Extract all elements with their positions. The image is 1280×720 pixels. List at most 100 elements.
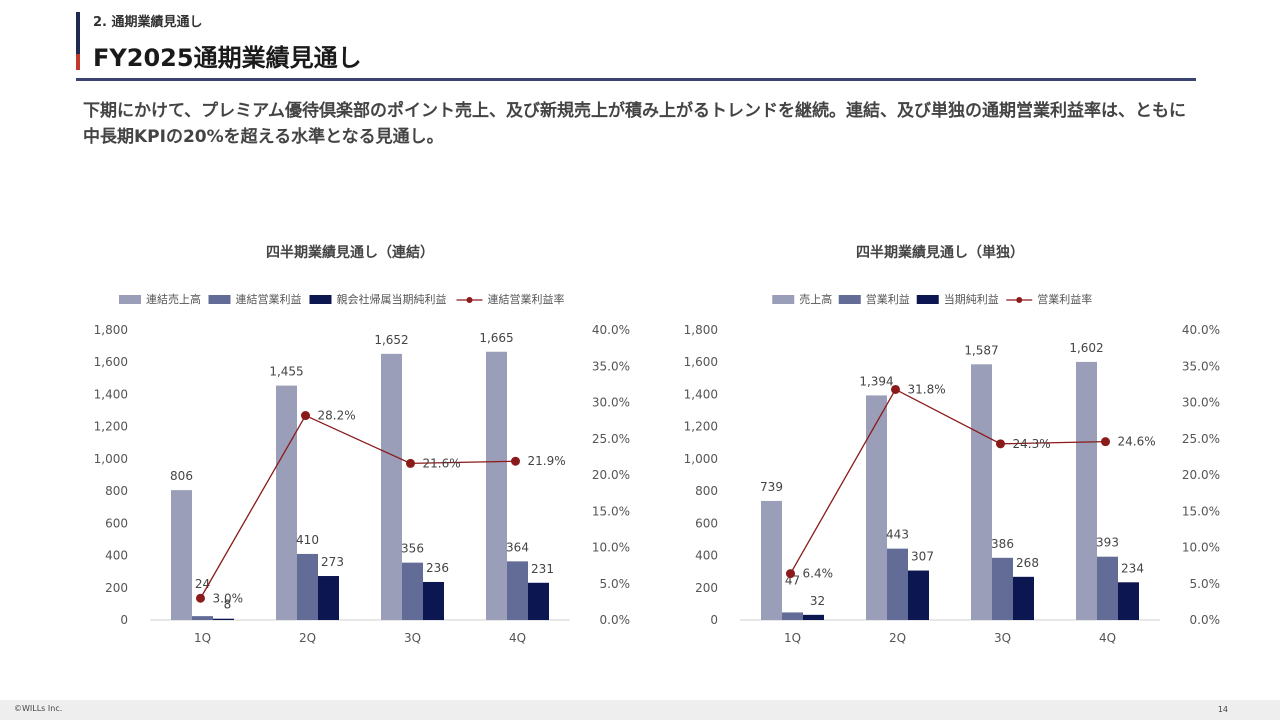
margin-data-label: 28.2% bbox=[318, 409, 356, 423]
bar-3-4Q bbox=[528, 582, 549, 620]
legend-line-marker bbox=[466, 297, 473, 303]
bar-data-label: 443 bbox=[886, 528, 909, 542]
margin-line bbox=[199, 414, 516, 599]
bar-data-label: 231 bbox=[531, 562, 554, 576]
bar-3-3Q bbox=[1013, 576, 1034, 620]
bar-data-label: 806 bbox=[170, 469, 193, 483]
chart-title: 四半期業績見通し（連結） bbox=[266, 244, 434, 261]
title-divider bbox=[76, 78, 1196, 81]
bar-2-2Q bbox=[297, 553, 318, 620]
legend-label-3: 当期純利益 bbox=[944, 292, 999, 306]
margin-point-1Q bbox=[196, 593, 205, 603]
lead-text: 下期にかけて、プレミアム優待倶楽部のポイント売上、及び新規売上が積み上がるトレン… bbox=[83, 101, 1186, 147]
margin-data-label: 24.6% bbox=[1118, 435, 1156, 449]
y2-axis-tick-label: 35.0% bbox=[1182, 359, 1220, 373]
bar-data-label: 8 bbox=[224, 598, 232, 612]
bar-data-label: 234 bbox=[1121, 561, 1144, 575]
y2-axis-tick-label: 20.0% bbox=[1182, 468, 1220, 482]
y-axis-tick-label: 1,400 bbox=[94, 387, 128, 401]
y2-axis-tick-label: 10.0% bbox=[1182, 541, 1220, 555]
bar-data-label: 32 bbox=[810, 594, 825, 608]
x-axis-tick-label: 3Q bbox=[404, 631, 421, 645]
bar-data-label: 268 bbox=[1016, 556, 1039, 570]
bar-1-1Q bbox=[171, 490, 192, 620]
bar-data-label: 1,602 bbox=[1069, 341, 1103, 355]
y-axis-tick-label: 800 bbox=[695, 484, 718, 498]
bar-data-label: 356 bbox=[401, 542, 424, 556]
bar-2-4Q bbox=[507, 561, 528, 620]
margin-point-3Q bbox=[996, 439, 1005, 449]
standalone-chart: 四半期業績見通し（単独） 売上高 営業利益 当期純利益 営業利益率 0 200 400 600 8… bbox=[684, 244, 1220, 645]
y2-axis-tick-label: 40.0% bbox=[1182, 323, 1220, 337]
y-axis-tick-label: 0 bbox=[120, 613, 128, 627]
bar-3-1Q bbox=[213, 618, 234, 620]
margin-point-1Q bbox=[786, 569, 795, 579]
bar-1-3Q bbox=[971, 364, 992, 620]
legend-swatch-1 bbox=[772, 295, 795, 304]
margin-data-label: 21.9% bbox=[528, 454, 566, 468]
margin-point-2Q bbox=[891, 384, 900, 394]
x-axis-tick-label: 3Q bbox=[994, 631, 1011, 645]
x-axis-tick-label: 1Q bbox=[784, 631, 801, 645]
y-axis-tick-label: 1,200 bbox=[684, 420, 718, 434]
y-axis-tick-label: 1,000 bbox=[684, 452, 718, 466]
y2-axis-tick-label: 35.0% bbox=[592, 359, 630, 373]
section-label: 2. 通期業績見通し bbox=[93, 15, 203, 30]
bar-2-2Q bbox=[887, 548, 908, 620]
bar-data-label: 236 bbox=[426, 561, 449, 575]
legend-label-line: 連結営業利益率 bbox=[488, 292, 565, 306]
margin-data-label: 3.0% bbox=[213, 591, 244, 605]
bar-1-3Q bbox=[381, 353, 402, 620]
y-axis-tick-label: 800 bbox=[105, 484, 128, 498]
page-number: 14 bbox=[1217, 705, 1228, 714]
y2-axis-tick-label: 25.0% bbox=[592, 432, 630, 446]
legend-swatch-3 bbox=[916, 295, 939, 304]
legend-swatch-1 bbox=[119, 295, 141, 304]
margin-data-label: 6.4% bbox=[803, 567, 834, 581]
legend-swatch-2 bbox=[838, 295, 861, 304]
bar-data-label: 24 bbox=[195, 577, 210, 591]
legend-label-1: 売上高 bbox=[799, 292, 832, 306]
bar-2-1Q bbox=[192, 616, 213, 620]
page-title: FY2025通期業績見通し bbox=[93, 44, 362, 72]
bar-data-label: 393 bbox=[1096, 536, 1119, 550]
bar-data-label: 1,455 bbox=[269, 365, 303, 379]
legend-label-line: 営業利益率 bbox=[1037, 292, 1092, 306]
margin-data-label: 21.6% bbox=[423, 456, 461, 470]
y2-axis-tick-label: 20.0% bbox=[592, 468, 630, 482]
bar-data-label: 273 bbox=[321, 555, 344, 569]
bar-1-4Q bbox=[1076, 361, 1097, 620]
y2-axis-tick-label: 40.0% bbox=[592, 323, 630, 337]
legend-swatch-3 bbox=[309, 295, 332, 304]
y-axis-tick-label: 200 bbox=[105, 581, 128, 595]
x-axis-tick-label: 2Q bbox=[299, 631, 316, 645]
bar-1-2Q bbox=[276, 385, 297, 620]
bar-3-3Q bbox=[423, 581, 444, 620]
y-axis-tick-label: 0 bbox=[710, 613, 718, 627]
y-axis-tick-label: 200 bbox=[695, 581, 718, 595]
bar-data-label: 1,665 bbox=[479, 331, 513, 345]
bar-1-1Q bbox=[761, 500, 782, 620]
bar-3-4Q bbox=[1118, 582, 1139, 620]
header-accent-bar-red bbox=[76, 54, 80, 70]
margin-point-3Q bbox=[406, 458, 415, 468]
bar-data-label: 307 bbox=[911, 550, 934, 564]
bar-3-2Q bbox=[318, 576, 339, 620]
y2-axis-tick-label: 5.0% bbox=[600, 577, 631, 591]
margin-data-label: 24.3% bbox=[1013, 437, 1051, 451]
y-axis-tick-label: 400 bbox=[105, 549, 128, 563]
bar-data-label: 410 bbox=[296, 533, 319, 547]
legend-label-2: 営業利益 bbox=[866, 292, 910, 306]
bar-data-label: 386 bbox=[991, 537, 1014, 551]
y2-axis-tick-label: 30.0% bbox=[1182, 396, 1220, 410]
legend-line-marker bbox=[1016, 297, 1023, 303]
bar-2-4Q bbox=[1097, 556, 1118, 620]
bar-3-2Q bbox=[908, 570, 929, 620]
y-axis-tick-label: 600 bbox=[105, 516, 128, 530]
y-axis-tick-label: 600 bbox=[695, 516, 718, 530]
x-axis-tick-label: 1Q bbox=[194, 631, 211, 645]
y-axis-tick-label: 1,800 bbox=[94, 323, 128, 337]
copyright: ©WILLs Inc. bbox=[14, 704, 63, 713]
y-axis-tick-label: 1,600 bbox=[684, 355, 718, 369]
legend-swatch-2 bbox=[208, 295, 231, 304]
